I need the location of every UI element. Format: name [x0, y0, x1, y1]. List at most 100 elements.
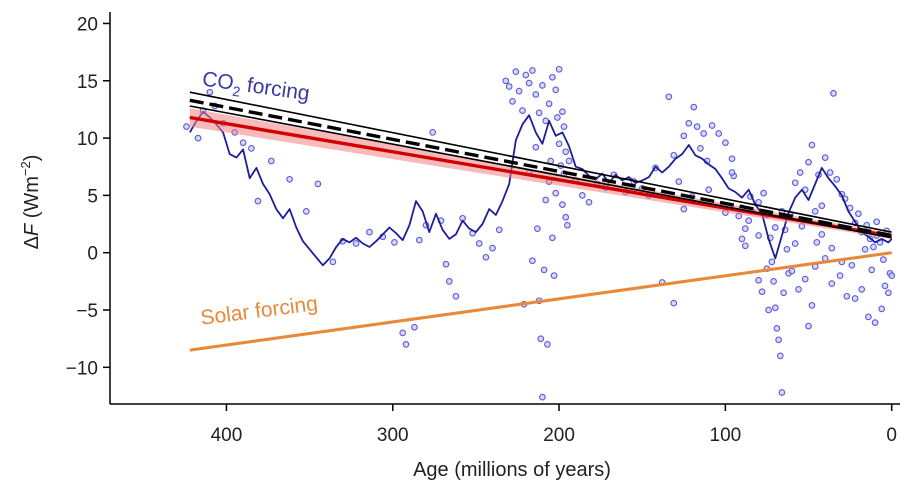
data-point — [532, 91, 540, 98]
data-point — [755, 276, 762, 284]
data-point — [549, 234, 556, 242]
data-point — [801, 275, 809, 283]
data-point — [818, 202, 826, 210]
data-point — [775, 336, 782, 344]
data-point — [728, 155, 736, 163]
data-point — [560, 123, 568, 130]
data-point — [868, 266, 876, 274]
data-point — [515, 87, 523, 95]
data-point — [861, 245, 869, 253]
data-point — [830, 90, 837, 97]
data-point — [783, 245, 791, 253]
data-point — [821, 154, 829, 161]
solar-label-text: Solar forcing — [199, 292, 319, 330]
data-point — [697, 145, 704, 152]
data-point — [544, 341, 551, 348]
data-point — [239, 139, 247, 147]
data-point — [194, 134, 202, 142]
data-point — [554, 114, 561, 121]
data-point — [254, 197, 262, 205]
x-ticks: 400 300 200 100 0 — [211, 404, 897, 446]
data-point — [539, 393, 546, 401]
data-point — [878, 305, 886, 313]
data-point — [858, 286, 866, 293]
co2-label: CO2 forcing — [200, 68, 311, 110]
y-tick-label: 10 — [77, 129, 98, 150]
data-point — [680, 132, 688, 140]
data-point — [888, 272, 896, 279]
y-axis-title: ΔF (Wm−2) — [18, 155, 43, 250]
data-point — [880, 256, 887, 263]
data-point — [670, 151, 678, 159]
data-point — [788, 267, 796, 275]
data-point — [550, 272, 558, 279]
data-point — [509, 98, 516, 105]
y-axis-title-f: F — [21, 222, 43, 236]
x-tick-label: 400 — [211, 425, 243, 446]
data-point — [715, 130, 723, 137]
data-point — [813, 239, 821, 246]
data-point — [552, 86, 560, 94]
fit-line-black — [189, 105, 892, 239]
data-point — [765, 306, 772, 314]
data-point — [302, 208, 310, 215]
data-point — [796, 169, 804, 176]
data-point — [562, 148, 570, 156]
data-point — [555, 140, 563, 148]
data-point — [534, 225, 541, 232]
data-point — [549, 73, 556, 81]
data-point — [738, 235, 746, 243]
data-point — [399, 329, 407, 337]
x-axis-title: Age (millions of years) — [413, 459, 611, 481]
data-point — [755, 232, 762, 239]
data-point — [415, 236, 423, 244]
co2-label-rest: forcing — [240, 73, 311, 105]
data-point — [429, 129, 437, 136]
solar-label: Solar forcing — [199, 292, 319, 330]
y-tick-label: 5 — [87, 186, 98, 207]
data-point — [826, 169, 834, 176]
data-point — [535, 109, 543, 117]
data-point — [865, 313, 872, 321]
data-point — [537, 335, 545, 343]
data-point — [559, 201, 566, 208]
data-point — [741, 225, 749, 232]
y-axis-title-exponent: −2 — [18, 161, 33, 176]
x-tick-label: 300 — [377, 425, 409, 446]
data-point — [183, 123, 190, 130]
data-point — [562, 213, 570, 221]
data-point — [522, 71, 530, 79]
y-ticks: 20 15 10 5 0 −5 −10 — [66, 14, 110, 379]
solar-forcing-line — [189, 251, 892, 352]
data-point — [705, 186, 713, 194]
data-point — [805, 322, 812, 330]
data-point — [352, 240, 360, 247]
data-point — [811, 208, 819, 215]
co2-label-text: CO — [201, 68, 235, 95]
y-tick-label: −5 — [76, 301, 98, 322]
data-point — [778, 389, 786, 396]
data-point — [402, 341, 410, 348]
y-axis: 20 15 10 5 0 −5 −10 — [66, 12, 111, 404]
data-point — [552, 189, 560, 197]
data-point — [808, 302, 816, 309]
x-axis: 400 300 200 100 0 — [110, 403, 900, 446]
y-axis-title-delta: Δ — [21, 236, 43, 249]
data-point — [559, 108, 566, 116]
data-point — [502, 77, 510, 85]
data-point — [771, 224, 779, 231]
y-axis-title-close: ) — [21, 155, 43, 162]
data-point — [690, 103, 698, 111]
data-point — [871, 319, 879, 326]
data-point — [585, 198, 593, 206]
x-tick-label: 200 — [543, 425, 575, 446]
data-point — [555, 65, 563, 73]
y-tick-label: 15 — [77, 72, 98, 93]
data-point — [741, 242, 749, 250]
fit-line-dashed — [189, 98, 893, 238]
data-point — [885, 289, 892, 297]
fit-line-black — [189, 91, 892, 233]
data-point — [539, 82, 546, 89]
data-point — [708, 122, 716, 129]
data-layer — [183, 65, 896, 401]
